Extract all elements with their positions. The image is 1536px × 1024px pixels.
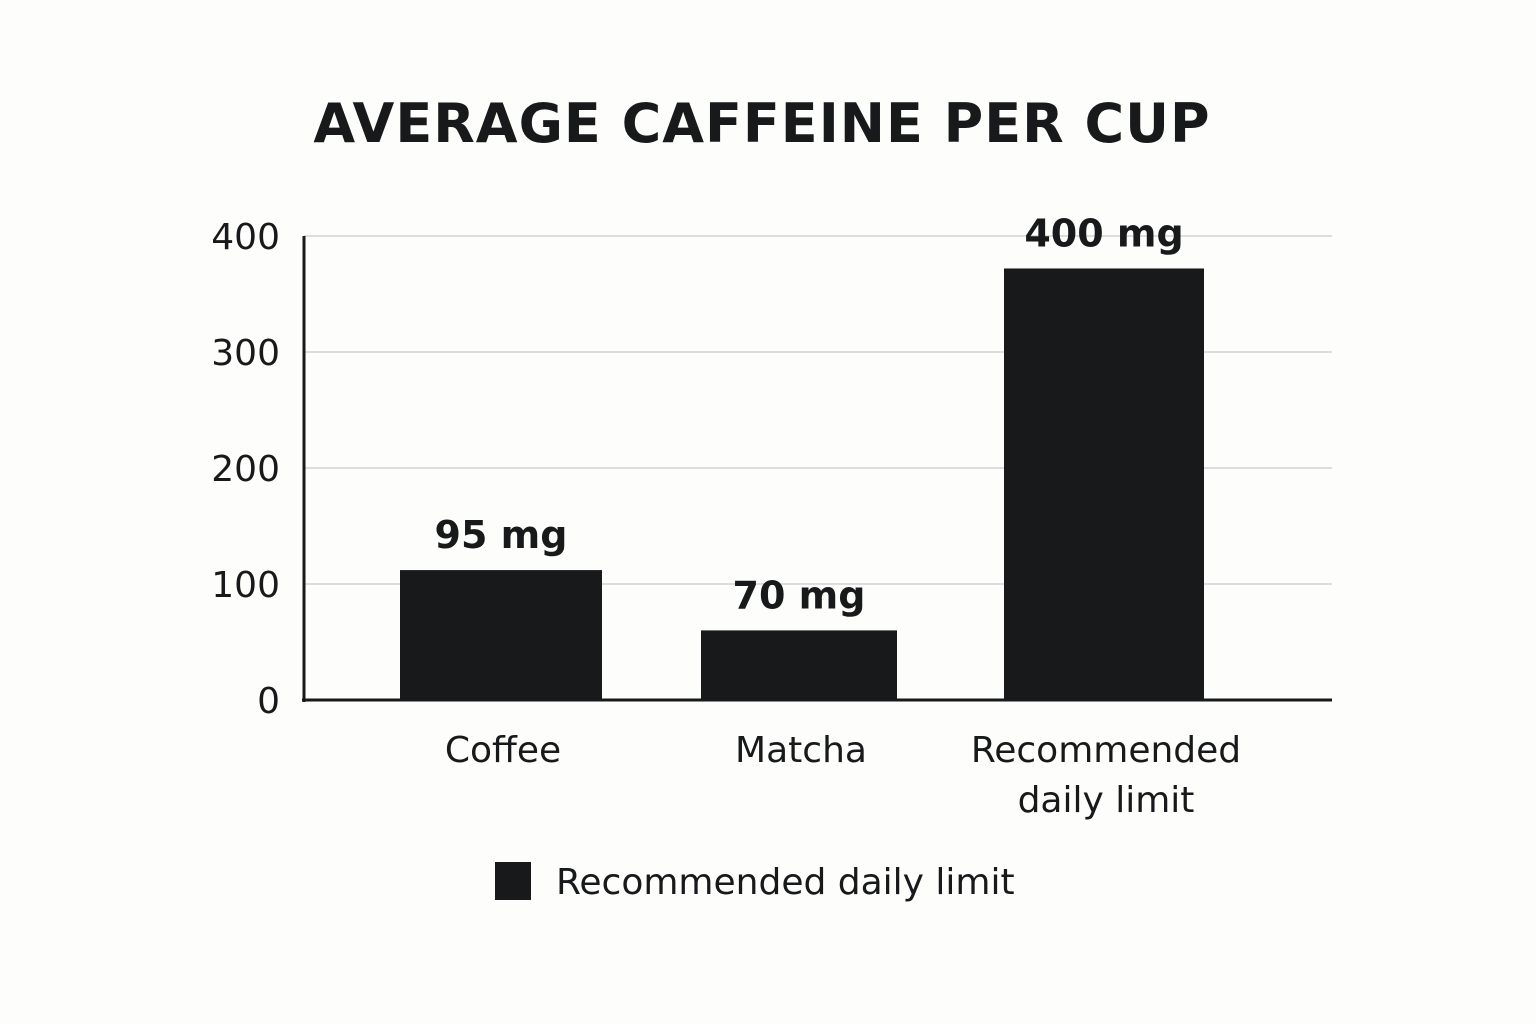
bar — [701, 630, 897, 700]
y-tick-label: 300 — [211, 333, 280, 374]
bar-value-label: 95 mg — [435, 513, 568, 557]
y-tick-label: 200 — [211, 449, 280, 490]
bar — [1004, 268, 1204, 700]
x-tick-label: daily limit — [1018, 780, 1195, 821]
x-tick-label: Recommended — [971, 730, 1241, 771]
bar-value-label: 400 mg — [1024, 211, 1183, 255]
y-tick-label: 100 — [211, 565, 280, 606]
bar-value-label: 70 mg — [733, 573, 866, 617]
bars — [400, 268, 1204, 700]
data-labels: 95 mg 70 mg 400 mg — [435, 211, 1184, 617]
legend: Recommended daily limit — [495, 862, 1015, 903]
x-tick-label: Coffee — [445, 730, 561, 771]
chart-title: AVERAGE CAFFEINE PER CUP — [313, 92, 1210, 155]
x-tick-label: Matcha — [735, 730, 867, 771]
y-tick-label: 400 — [211, 217, 280, 258]
legend-label: Recommended daily limit — [556, 862, 1015, 903]
y-axis-ticks: 0 100 200 300 400 — [211, 217, 280, 722]
y-tick-label: 0 — [257, 681, 280, 722]
legend-swatch — [495, 862, 531, 900]
bar — [400, 570, 602, 700]
x-axis-labels: Coffee Matcha Recommended daily limit — [445, 730, 1241, 821]
